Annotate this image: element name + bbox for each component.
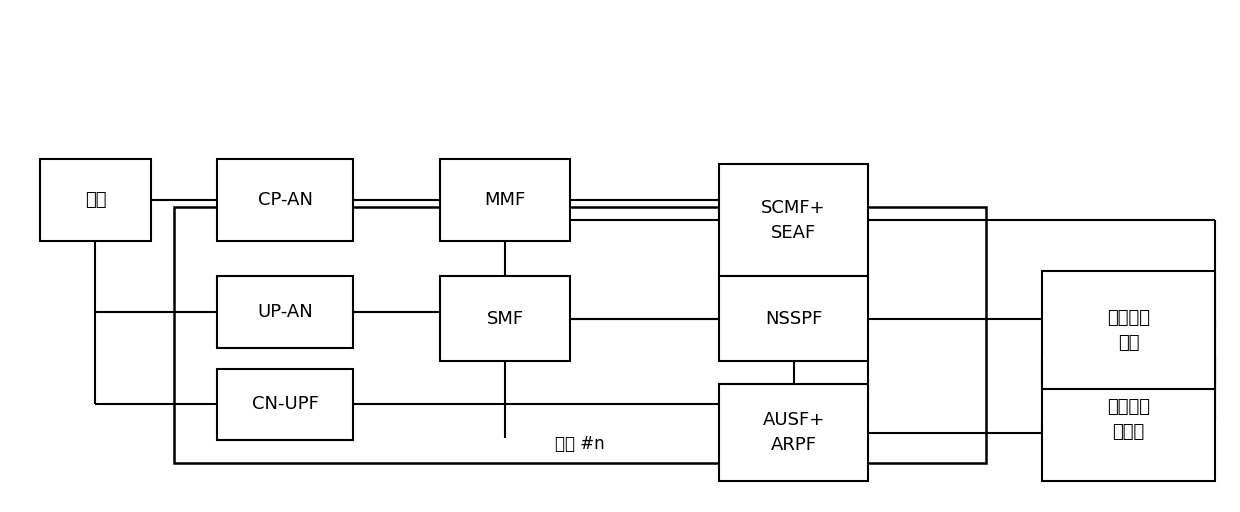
Text: 终端: 终端 — [84, 190, 107, 209]
FancyBboxPatch shape — [40, 159, 151, 241]
FancyBboxPatch shape — [217, 369, 353, 440]
FancyBboxPatch shape — [440, 276, 570, 361]
Text: AUSF+
ARPF: AUSF+ ARPF — [763, 411, 825, 454]
Text: SCMF+
SEAF: SCMF+ SEAF — [761, 199, 826, 242]
Text: NSSPF: NSSPF — [765, 310, 822, 328]
FancyBboxPatch shape — [719, 164, 868, 276]
FancyBboxPatch shape — [719, 276, 868, 361]
Text: 第三方鉴
权功能: 第三方鉴 权功能 — [1107, 398, 1149, 441]
Text: 切片 #n: 切片 #n — [554, 435, 605, 453]
Text: 策略控制
功能: 策略控制 功能 — [1107, 309, 1149, 352]
Text: SMF: SMF — [487, 310, 523, 328]
FancyBboxPatch shape — [217, 276, 353, 348]
Text: UP-AN: UP-AN — [258, 303, 312, 322]
Text: CP-AN: CP-AN — [258, 190, 312, 209]
Text: CN-UPF: CN-UPF — [252, 395, 319, 414]
FancyBboxPatch shape — [719, 384, 868, 481]
FancyBboxPatch shape — [1042, 358, 1215, 481]
FancyBboxPatch shape — [440, 159, 570, 241]
FancyBboxPatch shape — [174, 207, 986, 463]
Text: MMF: MMF — [485, 190, 526, 209]
FancyBboxPatch shape — [217, 159, 353, 241]
FancyBboxPatch shape — [1042, 271, 1215, 389]
